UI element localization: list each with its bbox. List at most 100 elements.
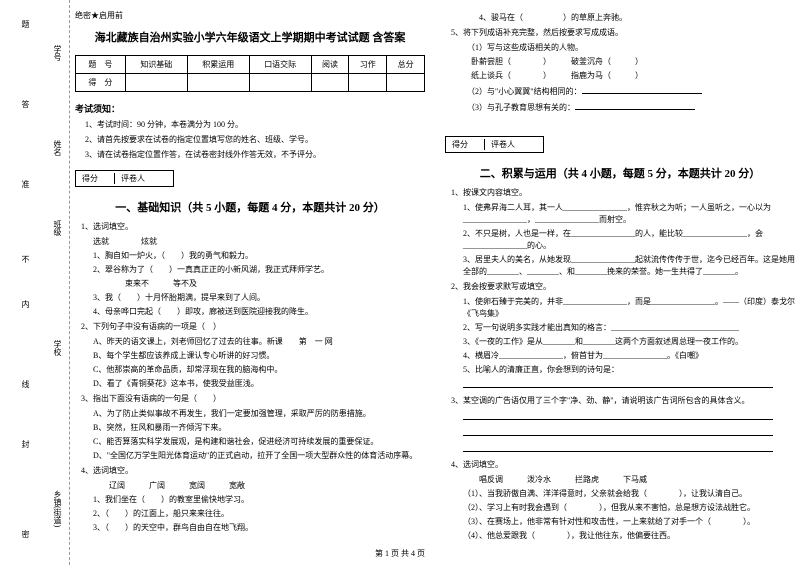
blank-line[interactable] bbox=[463, 426, 795, 440]
sidebar-marker: 线 bbox=[20, 380, 31, 388]
q3-item: B、突然，狂风和暴雨一齐倾泻下来。 bbox=[93, 422, 425, 434]
q3-item: C、能否算落实科学发展观，是构建和谐社会，促进经济可持续发展的重要保证。 bbox=[93, 436, 425, 448]
th: 知识基础 bbox=[125, 56, 187, 74]
s2-question-3: 3、某空调的广告语仅用了三个字"净、劲、静"，请说明该广告词所包含的具体含义。 bbox=[451, 395, 795, 407]
question-1: 1、选词填空。 bbox=[81, 221, 425, 233]
notice-heading: 考试须知： bbox=[75, 102, 425, 115]
td[interactable] bbox=[387, 74, 425, 92]
th: 题 号 bbox=[76, 56, 126, 74]
q2-item: D、看了《青铜葵花》这本书，使我受益匪浅。 bbox=[93, 378, 425, 390]
left-column: 绝密★启用前 海北藏族自治州实验小学六年级语文上学期期中考试试题 含答案 题 号… bbox=[75, 10, 425, 544]
q1-wordpair: 选就 炫就 bbox=[93, 236, 425, 248]
sidebar-label-town: 乡镇(街道) bbox=[52, 490, 63, 527]
sidebar-marker: 不 bbox=[20, 255, 31, 263]
q5-item: （2）与"小心翼翼"结构相同的： bbox=[463, 84, 795, 98]
notice-item: 1、考试时间：90 分钟，本卷满分为 100 分。 bbox=[85, 119, 425, 130]
q2-item: C、他那崇高的革命品质，却常浮现在我的脑海构中。 bbox=[93, 364, 425, 376]
q2-item: A、昨天的语文课上，刘老师回忆了过去的往事。新课 第 一 网 bbox=[93, 336, 425, 348]
grader-box: 得分评卷人 bbox=[445, 136, 544, 153]
blank[interactable] bbox=[575, 100, 695, 110]
score-table: 题 号 知识基础 积累运用 口语交际 阅读 习作 总分 得 分 bbox=[75, 55, 425, 92]
sidebar-marker: 题 bbox=[20, 20, 31, 28]
td: 得 分 bbox=[76, 74, 126, 92]
q5-item: （3）与孔子教育思想有关的： bbox=[463, 100, 795, 114]
q3-item: D、"全国亿万学生阳光体育运动"的正式启动，拉开了全国一项大型群众性的体育活动序… bbox=[93, 450, 425, 462]
sidebar-marker: 内 bbox=[20, 300, 31, 308]
q2-item: B、每个学生都应该养成上课认专心听讲的好习惯。 bbox=[93, 350, 425, 362]
question-2: 2、下列句子中没有语病的一项是（ ） bbox=[81, 321, 425, 333]
q5-item: 卧薪尝胆（ ） 破釜沉舟（ ） bbox=[463, 56, 795, 68]
s2-q4-item: （1）、当我骄傲自满、洋洋得意时，父亲就会给我（ ），让我认清自己。 bbox=[463, 488, 795, 500]
sidebar-label-name: 姓名 bbox=[52, 140, 63, 156]
td[interactable] bbox=[349, 74, 387, 92]
s2-q2-item: 5、比喻人的清廉正直，你会想到的诗句是： bbox=[463, 364, 795, 376]
th: 积累运用 bbox=[187, 56, 249, 74]
s2-question-2: 2、我会按要求默写或填空。 bbox=[451, 281, 795, 293]
td[interactable] bbox=[187, 74, 249, 92]
th: 习作 bbox=[349, 56, 387, 74]
s2-q4-item: （4）、他总爱跟我（ ），我让他往东，他偏要往西。 bbox=[463, 530, 795, 542]
s2-q4-item: （3）、在赛场上，他非常有针对性和攻击性，一上来就给了对手一个（ ）。 bbox=[463, 516, 795, 528]
s2-q2-item: 2、写一句说明多实践才能出真知的格言：_____________________… bbox=[463, 322, 795, 334]
q1-item: 3、我（ ）十月怀胎期满，提早来到了人间。 bbox=[93, 292, 425, 304]
section-1-title: 一、基础知识（共 5 小题，每题 4 分，本题共计 20 分） bbox=[75, 199, 425, 215]
s2-q2-item: 3、《一夜的工作》是从________和________这两个方面叙述周总理一夜… bbox=[463, 336, 795, 348]
page-footer: 第 1 页 共 4 页 bbox=[0, 548, 800, 559]
td[interactable] bbox=[311, 74, 349, 92]
q4-item: 2、（ ）的江面上，船只来来往往。 bbox=[93, 508, 425, 520]
sidebar-label-school: 学校 bbox=[52, 340, 63, 356]
score-label: 得分 bbox=[452, 139, 485, 150]
blank-line[interactable] bbox=[463, 442, 795, 456]
s2-question-1: 1、按课文内容填空。 bbox=[451, 187, 795, 199]
th: 口语交际 bbox=[249, 56, 311, 74]
q5-item: 纸上谈兵（ ） 指鹿为马（ ） bbox=[463, 70, 795, 82]
s2-q4-item: （2）、学习上有时我会遇到（ ），但我从来不害怕，总是想方设法战胜它。 bbox=[463, 502, 795, 514]
td[interactable] bbox=[125, 74, 187, 92]
sidebar-marker: 密 bbox=[20, 530, 31, 538]
blank-line[interactable] bbox=[463, 410, 795, 424]
blank[interactable] bbox=[582, 84, 702, 94]
sidebar-marker: 封 bbox=[20, 440, 31, 448]
q4-words: 辽阔 广阔 宽阔 宽敞 bbox=[93, 480, 425, 492]
q1-item: 1、胸自如一炉火，（ ）我的勇气和毅力。 bbox=[93, 250, 425, 262]
s2-q1-item: 2、不只是树，人也是一样，在________________的人，能比较____… bbox=[463, 228, 795, 252]
s2-q4-words: 唱反调 泼冷水 拦路虎 下马威 bbox=[463, 474, 795, 486]
s2-q1-item: 1、使弗昇海二人耳，其一人________________，惟弈秋之为听；一人虽… bbox=[463, 202, 795, 226]
notice-item: 2、请首先按要求在试卷的指定位置填写您的姓名、班级、学号。 bbox=[85, 134, 425, 145]
question-4: 4、选词填空。 bbox=[81, 465, 425, 477]
q1-item: 4、母亲哗口完起（ ）即攻，廊被送到医院迎接我的降生。 bbox=[93, 306, 425, 318]
sidebar-marker: 准 bbox=[20, 180, 31, 188]
s2-question-4: 4、选词填空。 bbox=[451, 459, 795, 471]
question-3: 3、指出下面没有语病的一句是（ ） bbox=[81, 393, 425, 405]
section-2-title: 二、积累与运用（共 4 小题，每题 5 分，本题共计 20 分） bbox=[445, 165, 795, 181]
score-label: 得分 bbox=[82, 173, 115, 184]
grader-label: 评卷人 bbox=[121, 173, 161, 184]
q4-item: 1、我们坐在（ ）的教室里偷快地学习。 bbox=[93, 494, 425, 506]
secret-label: 绝密★启用前 bbox=[75, 10, 425, 21]
right-column: 4、骏马在（ ）的草原上奔驰。 5、将下列成语补充完整，然后按要求写成成语。 （… bbox=[445, 10, 795, 544]
notice-item: 3、请在试卷指定位置作答，在试卷密封线外作答无效，不予评分。 bbox=[85, 149, 425, 160]
grader-box: 得分评卷人 bbox=[75, 170, 174, 187]
exam-title: 海北藏族自治州实验小学六年级语文上学期期中考试试题 含答案 bbox=[75, 29, 425, 45]
td[interactable] bbox=[249, 74, 311, 92]
grader-label: 评卷人 bbox=[491, 139, 531, 150]
text: （3）与孔子教育思想有关的： bbox=[463, 103, 575, 112]
th: 总分 bbox=[387, 56, 425, 74]
sidebar-label-class: 班级 bbox=[52, 220, 63, 236]
q1-item: 束来不 等不及 bbox=[93, 278, 425, 290]
s2-q2-item: 4、横眉冷________________，俯首甘为______________… bbox=[463, 350, 795, 362]
sidebar-marker: 答 bbox=[20, 100, 31, 108]
s2-q2-item: 1、使卵石臻于完美的，并非________________，而是________… bbox=[463, 296, 795, 320]
q4-item: 4、骏马在（ ）的草原上奔驰。 bbox=[463, 12, 795, 24]
question-5: 5、将下列成语补充完整，然后按要求写成成语。 bbox=[451, 27, 795, 39]
q4-item: 3、（ ）的天空中，群鸟自由自在地飞翔。 bbox=[93, 522, 425, 534]
binding-sidebar: 题 学号 答 姓名 准 班级 不 内 学校 线 封 乡镇(街道) 密 bbox=[0, 0, 70, 565]
q3-item: A、为了防止类似事故不再发生，我们一定要加强管理，采取严厉的防患措施。 bbox=[93, 408, 425, 420]
sidebar-label-id: 学号 bbox=[52, 45, 63, 61]
blank-line[interactable] bbox=[463, 378, 795, 392]
s2-q1-item: 3、居里夫人的美名，从她发现________________起就流传传传于世，迄… bbox=[463, 254, 795, 278]
q5-item: （1）写与这些成语相关的人物。 bbox=[463, 42, 795, 54]
th: 阅读 bbox=[311, 56, 349, 74]
text: （2）与"小心翼翼"结构相同的： bbox=[463, 87, 582, 96]
q1-item: 2、翠谷称为了（ ）一真真正正的小新风湖，我正式拜师学艺。 bbox=[93, 264, 425, 276]
